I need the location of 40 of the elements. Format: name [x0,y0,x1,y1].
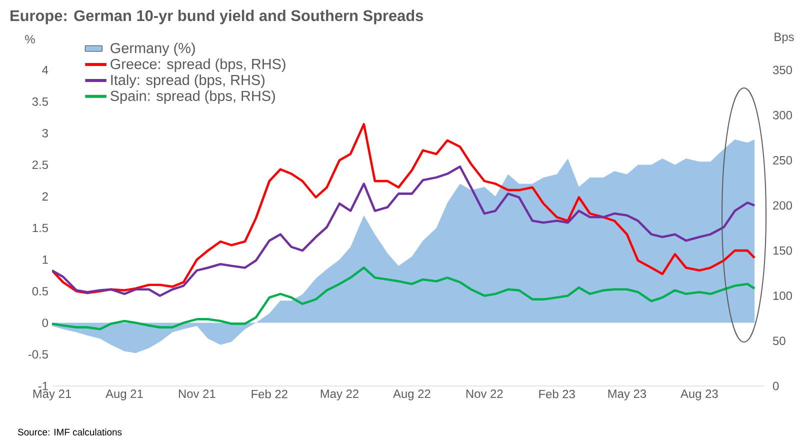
y-tick-label: 1.5 [32,224,48,232]
line-series [52,123,756,294]
x-tick-label: May 21 [33,390,72,400]
y-tick-label: 3 [42,128,48,138]
legend-label: Italy: spread (bps, RHS) [111,74,264,88]
y-tick-label: 2 [42,192,48,201]
y2-tick-label: 50 [772,336,786,346]
source-note: Source: IMF calculations [18,428,122,436]
y2-axis-title: Bps [774,32,794,44]
legend-label: Spain: spread (bps, RHS) [110,90,275,104]
y-tick-label: 2.5 [32,160,48,170]
y2-tick-label: 100 [773,291,792,300]
x-tick-label: Feb 22 [252,390,288,398]
x-tick-label: May 23 [608,390,646,400]
y-tick-label: 1 [42,255,48,264]
x-tick-label: May 22 [320,390,358,400]
y2-tick-label: 250 [773,156,792,165]
y2-tick-label: 350 [772,66,792,74]
line-series [52,165,756,297]
y-tick-label: 0 [42,318,48,328]
x-tick-label: Nov 22 [466,390,503,398]
y2-tick-label: 200 [773,201,792,210]
x-tick-label: Aug 21 [106,390,143,400]
y2-tick-label: 300 [772,110,792,120]
y-tick-label: -1 [38,382,48,390]
chart-title: Europe: German 10-yr bund yield and Southern Spreads [10,10,424,24]
y2-tick-label: 150 [773,246,792,255]
x-tick-label: Aug 22 [393,390,430,400]
line-series [52,266,756,330]
y-tick-label: 0.5 [32,286,48,296]
x-tick-label: Aug 23 [680,390,718,400]
y-tick-label: 4 [42,66,48,74]
y-tick-label: -0.5 [28,350,48,359]
y2-tick-label: 0 [772,382,779,390]
y-tick-label: 3.5 [32,97,48,106]
y-axis-title: % [25,35,35,44]
x-tick-label: Feb 23 [539,390,575,398]
x-tick-label: Nov 21 [178,390,216,398]
legend-label: Greece: spread (bps, RHS) [110,58,286,72]
legend-label: Germany (%) [110,42,195,56]
